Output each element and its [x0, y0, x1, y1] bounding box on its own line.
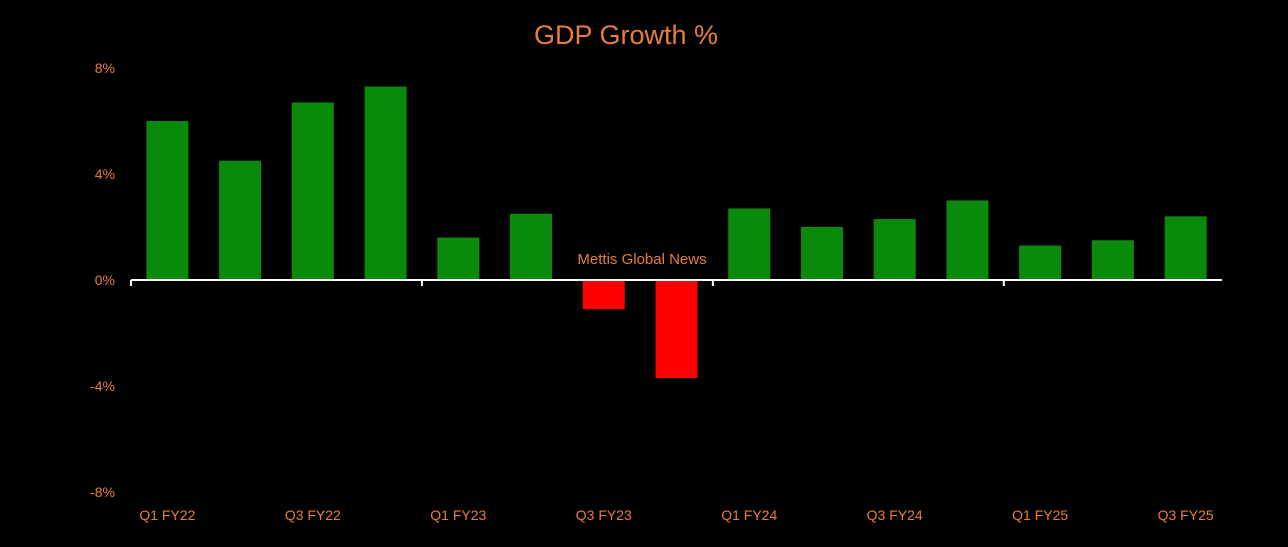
x-axis — [130, 279, 1222, 286]
bar — [291, 102, 334, 280]
bar — [437, 237, 480, 280]
x-tick-label: Q3 FY22 — [285, 507, 341, 523]
bars — [146, 86, 1207, 379]
x-tick-label: Q3 FY25 — [1158, 507, 1214, 523]
bar — [146, 121, 189, 280]
y-tick-label: 8% — [95, 60, 115, 76]
x-tick-label: Q1 FY22 — [139, 507, 195, 523]
watermark-text: Mettis Global News — [577, 251, 706, 268]
bar — [1164, 216, 1207, 280]
x-axis-tick-labels: Q1 FY22 Q3 FY22 Q1 FY23 Q3 FY23 Q1 FY24 Q3 FY… — [139, 507, 1214, 523]
bar — [946, 200, 989, 280]
bar — [364, 86, 407, 280]
bar — [873, 219, 916, 280]
y-tick-label: 4% — [95, 166, 115, 182]
chart-title: GDP Growth % — [534, 20, 718, 50]
x-tick-label: Q1 FY25 — [1012, 507, 1068, 523]
x-tick-label: Q3 FY23 — [576, 507, 632, 523]
y-tick-label: 0% — [95, 272, 115, 288]
y-tick-label: -4% — [90, 378, 115, 394]
bar — [800, 227, 843, 280]
bar — [655, 280, 698, 379]
x-tick-label: Q1 FY23 — [430, 507, 486, 523]
x-tick-label: Q3 FY24 — [867, 507, 923, 523]
bar — [1019, 245, 1062, 280]
y-tick-label: -8% — [90, 484, 115, 500]
bar — [728, 208, 771, 280]
y-axis-tick-labels: 8% 4% 0% -4% -8% — [90, 60, 115, 500]
bar — [219, 160, 262, 280]
bar — [582, 280, 625, 310]
bar — [510, 213, 553, 280]
bar — [1091, 240, 1134, 280]
x-tick-label: Q1 FY24 — [721, 507, 777, 523]
